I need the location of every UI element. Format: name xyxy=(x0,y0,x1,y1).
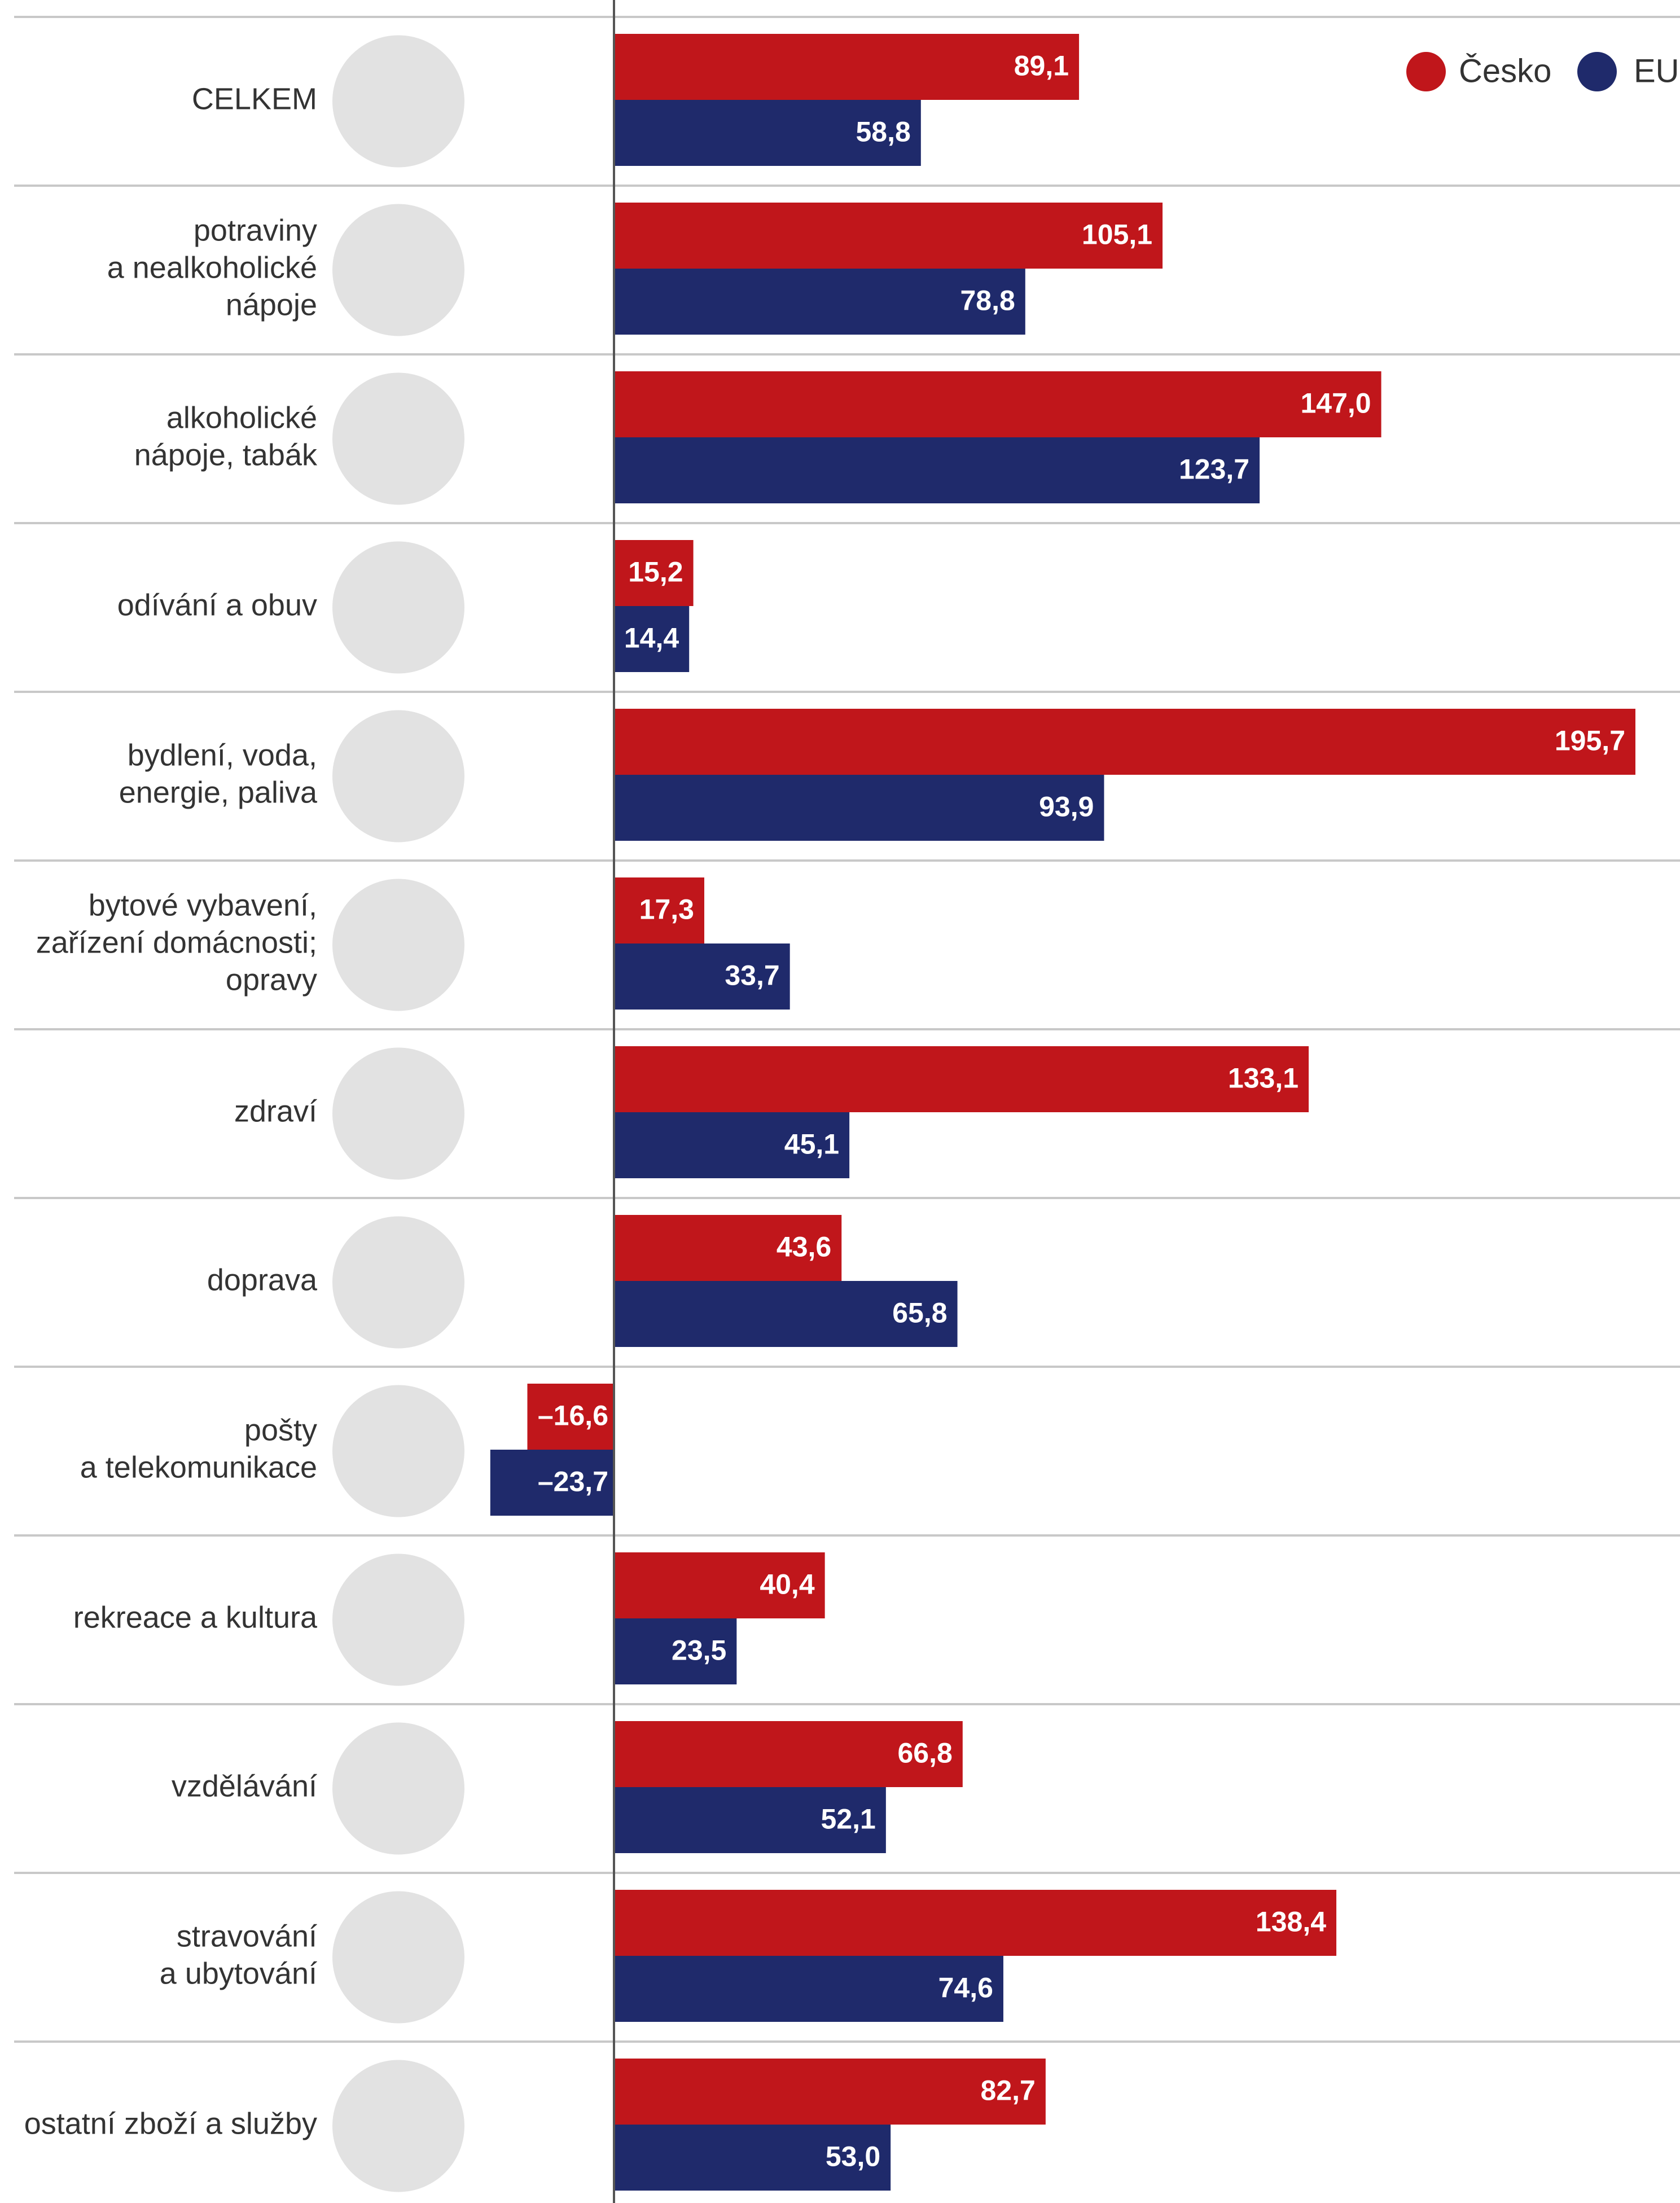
value-label: 52,1 xyxy=(821,1803,876,1835)
bar xyxy=(614,1787,886,1853)
bar xyxy=(614,203,1163,269)
category-label: bytové vybavení, zařízení domácnosti; opra… xyxy=(36,889,317,997)
category-label: potraviny a nealkoholické nápoje xyxy=(107,214,317,322)
value-label: 195,7 xyxy=(1555,725,1625,757)
bar xyxy=(614,709,1635,775)
value-label: 17,3 xyxy=(639,894,694,925)
value-label: 93,9 xyxy=(1039,791,1094,823)
category-icon xyxy=(332,35,464,168)
bar xyxy=(614,1618,737,1684)
bar xyxy=(614,371,1381,437)
value-label: 43,6 xyxy=(777,1231,831,1263)
value-label: 15,2 xyxy=(628,556,683,588)
bar xyxy=(614,34,1080,100)
bar xyxy=(614,1215,842,1281)
legend-label: EU xyxy=(1634,52,1679,89)
category-label: odívání a obuv xyxy=(117,589,317,622)
category-label: bydlení, voda, energie, paliva xyxy=(119,739,318,810)
value-label: 133,1 xyxy=(1228,1063,1299,1094)
value-label: 40,4 xyxy=(760,1569,815,1600)
value-label: 14,4 xyxy=(624,622,679,654)
category-icon xyxy=(332,1047,464,1180)
value-label: 82,7 xyxy=(981,2075,1036,2107)
category-label: zdraví xyxy=(234,1095,317,1129)
value-label: 123,7 xyxy=(1179,454,1249,485)
category-label: vzdělávání xyxy=(172,1770,317,1803)
value-label: 74,6 xyxy=(938,1972,993,2004)
category-icon xyxy=(332,2060,464,2192)
category-icon xyxy=(332,1722,464,1855)
value-label: 89,1 xyxy=(1014,50,1069,82)
category-icon xyxy=(332,204,464,336)
bar xyxy=(614,1721,963,1787)
bar xyxy=(614,943,790,1010)
value-label: –23,7 xyxy=(538,1466,608,1498)
bar xyxy=(614,1112,850,1178)
bar xyxy=(614,1281,958,1347)
bar xyxy=(614,2059,1046,2125)
bar xyxy=(614,2125,891,2191)
category-icon xyxy=(332,1385,464,1517)
bar xyxy=(614,1890,1337,1956)
value-label: 66,8 xyxy=(897,1737,952,1769)
bar xyxy=(614,269,1025,335)
category-label: alkoholické nápoje, tabák xyxy=(134,401,318,472)
category-label: doprava xyxy=(207,1263,318,1297)
category-icon xyxy=(332,1216,464,1349)
bar xyxy=(614,540,694,606)
category-label: stravování a ubytování xyxy=(160,1920,317,1991)
bar xyxy=(527,1384,614,1450)
value-label: 53,0 xyxy=(826,2141,880,2173)
bar xyxy=(614,877,705,943)
value-label: 65,8 xyxy=(892,1297,947,1329)
legend-marker xyxy=(1406,52,1446,91)
category-label: ostatní zboží a služby xyxy=(24,2107,317,2141)
value-label: 138,4 xyxy=(1256,1906,1326,1938)
bar xyxy=(614,1552,825,1618)
bar xyxy=(614,437,1260,503)
legend-marker xyxy=(1577,52,1617,91)
category-label: pošty a telekomunikace xyxy=(80,1414,317,1485)
category-label: rekreace a kultura xyxy=(73,1601,318,1635)
category-icon xyxy=(332,710,464,842)
category-icon xyxy=(332,541,464,674)
value-label: –16,6 xyxy=(538,1400,608,1432)
legend-label: Česko xyxy=(1459,52,1551,89)
category-icon xyxy=(332,1553,464,1686)
category-icon xyxy=(332,1891,464,2024)
value-label: 58,8 xyxy=(856,116,911,148)
bar xyxy=(614,1956,1003,2022)
category-icon xyxy=(332,372,464,505)
bar xyxy=(614,1046,1309,1112)
bar xyxy=(490,1450,614,1516)
category-icon xyxy=(332,879,464,1011)
value-label: 78,8 xyxy=(960,285,1015,317)
value-label: 45,1 xyxy=(784,1129,839,1160)
value-label: 147,0 xyxy=(1300,388,1371,419)
value-label: 105,1 xyxy=(1082,219,1152,251)
bar xyxy=(614,606,690,672)
value-label: 23,5 xyxy=(672,1635,726,1666)
bar xyxy=(614,100,921,166)
category-label: CELKEM xyxy=(192,82,317,116)
bar xyxy=(614,775,1104,841)
value-label: 33,7 xyxy=(725,960,779,991)
